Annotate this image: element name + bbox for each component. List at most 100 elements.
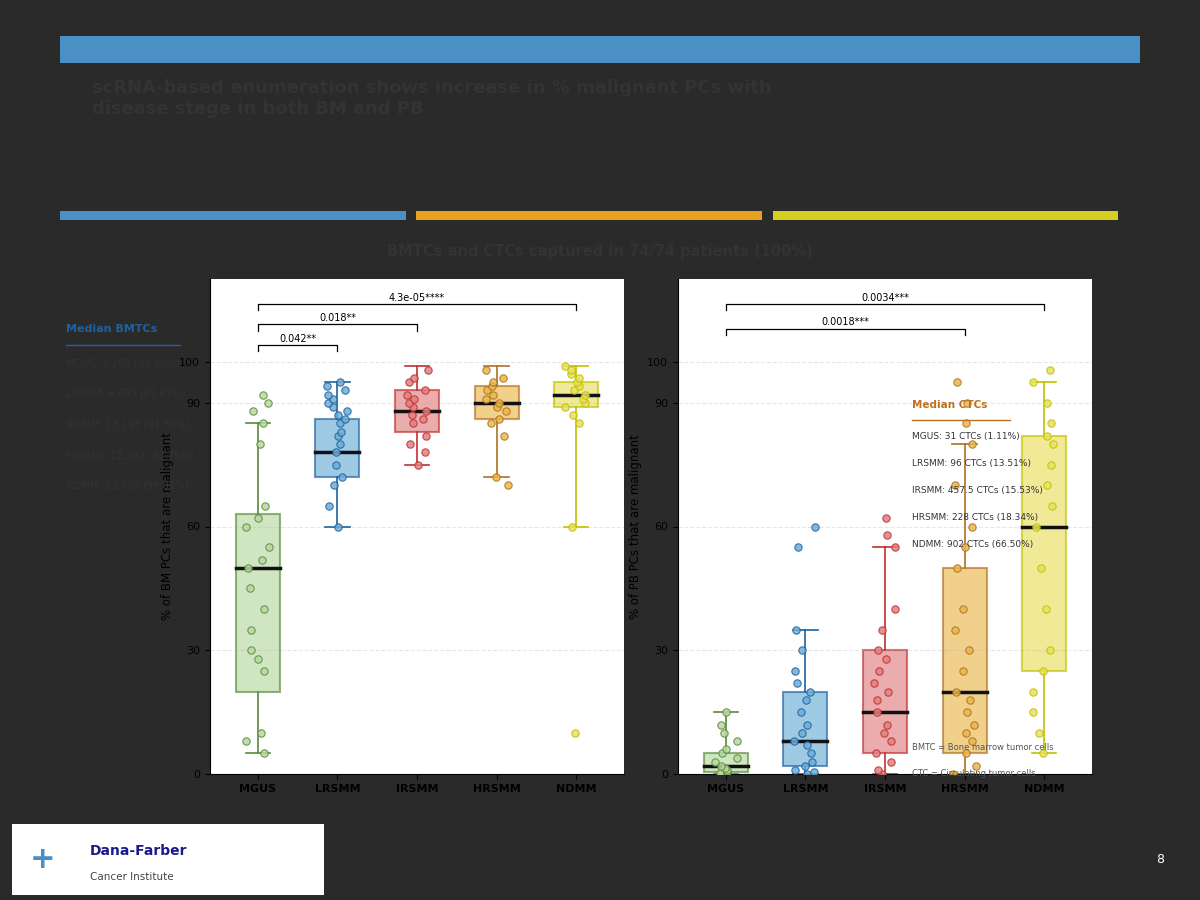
Point [416,404,436,419]
Point [239,561,258,575]
Point [404,416,424,430]
Point [1033,746,1052,760]
Point [715,760,734,775]
Point [947,561,966,575]
Text: IRSMM: 457.5 CTCs (15.53%): IRSMM: 457.5 CTCs (15.53%) [912,486,1043,495]
Point [1036,602,1055,616]
Point [499,478,518,492]
Point [791,705,810,719]
Point [400,396,419,410]
Point [486,470,505,484]
FancyBboxPatch shape [12,824,324,896]
Point [1024,705,1043,719]
Point [418,363,437,377]
FancyBboxPatch shape [395,391,439,432]
Text: MGUS: 31 CTCs (1.11%): MGUS: 31 CTCs (1.11%) [912,432,1020,441]
Point [869,643,888,657]
Point [400,375,419,390]
Point [331,375,350,390]
Point [576,387,595,401]
Point [716,742,736,756]
FancyBboxPatch shape [60,211,406,220]
Point [872,767,892,781]
Point [236,519,256,534]
Text: Median CTCs: Median CTCs [912,400,988,410]
Point [1030,725,1049,740]
Point [329,519,348,534]
Point [804,765,823,779]
Point [332,470,352,484]
Point [956,416,976,430]
Point [953,663,972,678]
Point [402,408,421,422]
Point [960,693,979,707]
Point [1042,416,1061,430]
Point [962,519,982,534]
Point [946,623,965,637]
Point [404,371,424,385]
Point [330,416,349,430]
Point [397,387,416,401]
Point [331,425,350,439]
Text: IRSMM: 13,193 (91.53%): IRSMM: 13,193 (91.53%) [66,419,190,429]
Text: scRNA-based enumeration shows increase in % malignant PCs with
disease stage in : scRNA-based enumeration shows increase i… [92,79,772,118]
Point [318,396,337,410]
Point [565,725,584,740]
Point [254,602,274,616]
Point [798,738,817,752]
Point [328,428,347,443]
Point [954,602,973,616]
Point [886,602,905,616]
Point [964,717,983,732]
Point [324,400,343,414]
Text: HRSMM: 228 CTCs (18.34%): HRSMM: 228 CTCs (18.34%) [912,513,1038,522]
Point [476,363,496,377]
Point [805,519,824,534]
Point [403,400,422,414]
Point [962,734,982,748]
Point [576,396,595,410]
Point [330,436,349,451]
Point [785,663,804,678]
Point [258,396,277,410]
Point [877,717,896,732]
Text: MGUS: 2,289 (49.80%): MGUS: 2,289 (49.80%) [66,358,180,368]
Point [253,387,272,401]
Point [796,693,815,707]
Text: LRSMM: 96 CTCs (13.51%): LRSMM: 96 CTCs (13.51%) [912,459,1031,468]
Point [556,400,575,414]
Point [484,387,503,401]
Text: Median BMTCs: Median BMTCs [66,324,157,334]
Text: 0.018**: 0.018** [319,313,356,323]
Point [1032,561,1051,575]
Text: BMTCs and CTCs captured in 74/74 patients (100%): BMTCs and CTCs captured in 74/74 patient… [388,244,812,259]
Point [866,705,886,719]
Point [946,478,965,492]
Point [329,408,348,422]
Point [337,404,356,419]
Point [560,366,580,381]
Point [401,436,420,451]
Point [712,717,731,732]
Point [494,428,514,443]
Y-axis label: % of BM PCs that are malignant: % of BM PCs that are malignant [161,433,174,620]
Text: 8: 8 [1156,853,1164,866]
Point [875,725,894,740]
Point [706,754,725,769]
Text: 0.042**: 0.042** [280,334,316,344]
Point [948,375,967,390]
Point [786,762,805,777]
Point [727,751,746,765]
Point [715,725,734,740]
Text: CTC = Circulating tumor cells: CTC = Circulating tumor cells [912,770,1036,778]
Text: Dana-Farber: Dana-Farber [90,844,187,859]
Point [569,371,588,385]
FancyBboxPatch shape [784,691,827,766]
Point [866,746,886,760]
Point [1037,428,1056,443]
Text: NDMM: 13,709 (99.01%): NDMM: 13,709 (99.01%) [66,481,188,491]
FancyBboxPatch shape [60,36,1140,63]
Point [481,416,500,430]
Point [482,379,502,393]
Point [490,412,509,427]
